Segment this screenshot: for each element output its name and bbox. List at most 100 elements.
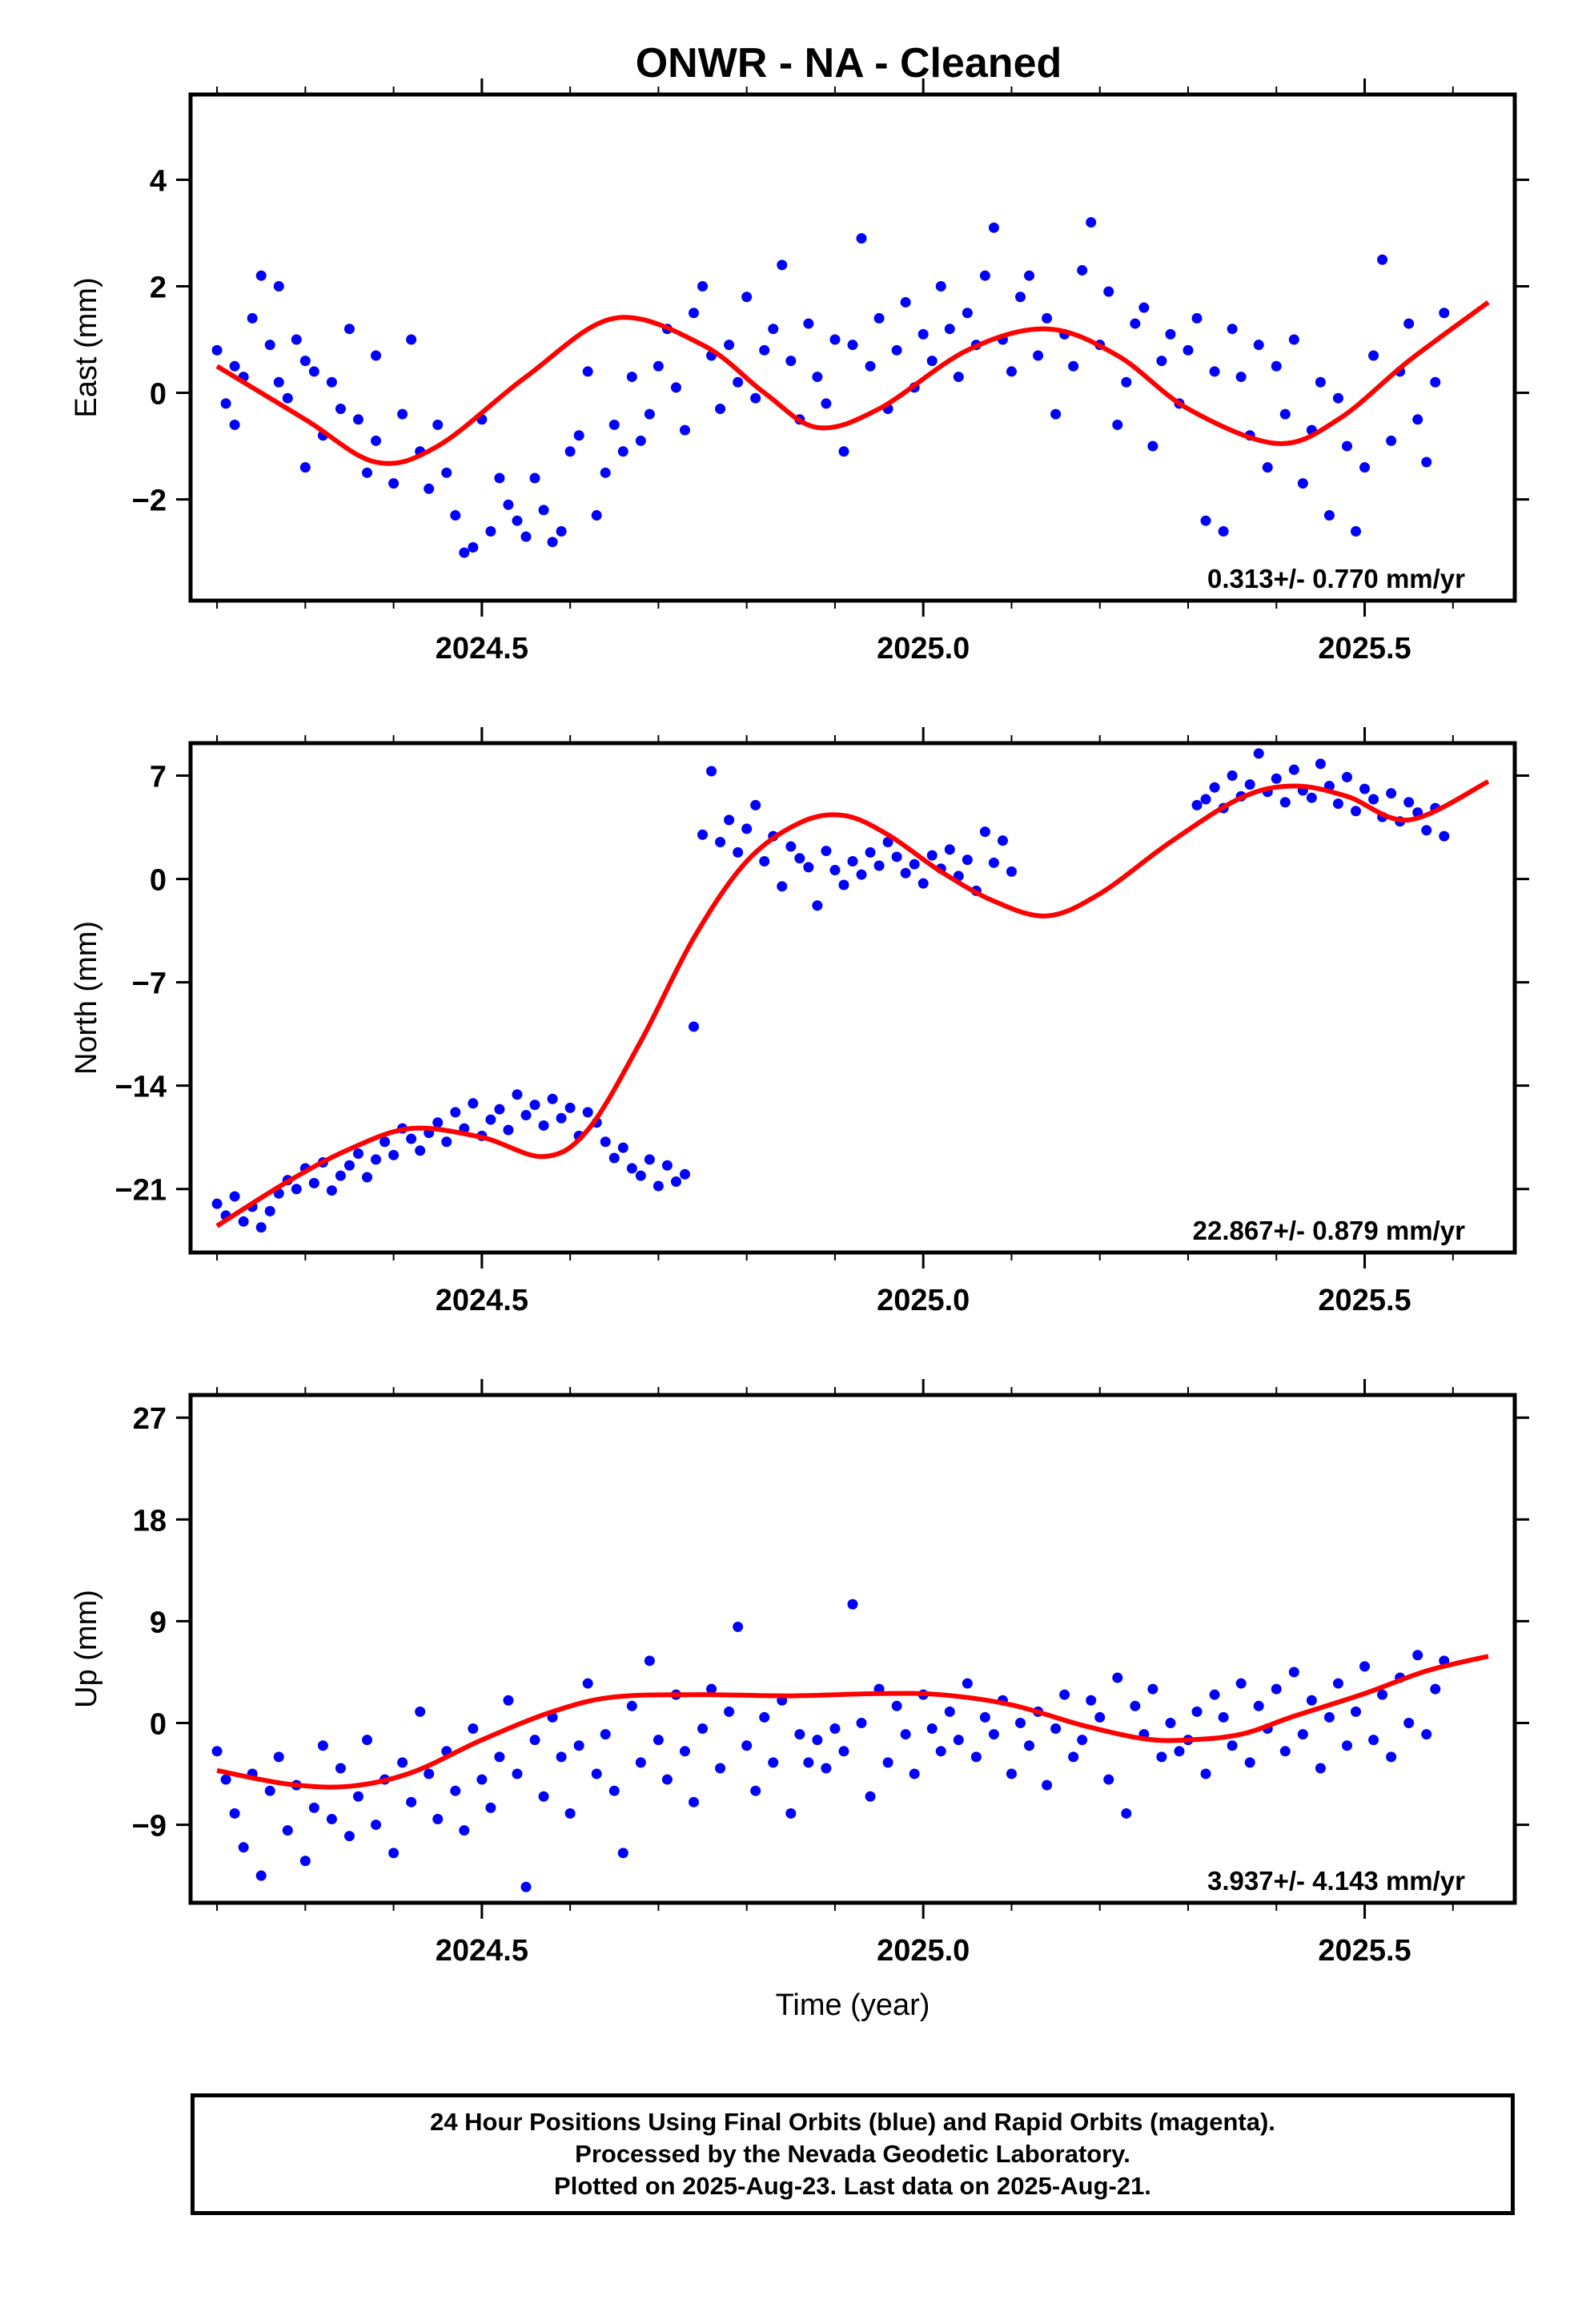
final-orbit-point: [661, 1774, 673, 1785]
final-orbit-point: [564, 1807, 576, 1819]
final-orbit-point: [856, 869, 867, 880]
x-tick-label: 2025.5: [1318, 1934, 1411, 1968]
final-orbit-point: [1359, 1661, 1371, 1672]
final-orbit-point: [1421, 456, 1432, 468]
final-orbit-point: [917, 878, 929, 889]
final-orbit-point: [750, 1785, 761, 1796]
y-tick-label: 9: [150, 1606, 167, 1639]
y-tick-label: 0: [150, 864, 167, 898]
y-tick-label: 18: [133, 1504, 167, 1538]
final-orbit-point: [697, 280, 709, 292]
final-orbit-point: [291, 334, 302, 345]
y-tick-label: −2: [132, 485, 167, 518]
final-orbit-point: [485, 526, 496, 537]
final-orbit-point: [926, 356, 938, 367]
final-orbit-point: [1218, 1711, 1229, 1723]
plot-frame: [188, 92, 1517, 603]
final-orbit-point: [273, 376, 284, 388]
final-orbit-point: [264, 340, 275, 351]
final-orbit-point: [556, 1112, 567, 1124]
final-orbit-point: [652, 1180, 664, 1192]
final-orbit-point: [1191, 312, 1203, 324]
final-orbit-point: [803, 862, 814, 873]
final-orbit-point: [706, 1683, 717, 1695]
panel-east: 2024.5 2025.0 2025.5 −2 0 2 4 East (mm) 0.313+/-…: [70, 78, 1529, 665]
final-orbit-point: [538, 1791, 549, 1802]
final-orbit-point: [264, 1205, 275, 1216]
final-orbit-point: [777, 881, 788, 892]
final-orbit-point: [900, 1729, 911, 1740]
final-orbit-point: [1323, 1711, 1335, 1723]
final-orbit-point: [591, 510, 602, 521]
final-orbit-point: [873, 860, 885, 871]
final-orbit-point: [829, 865, 841, 876]
final-orbit-point: [1253, 748, 1264, 759]
final-orbit-point: [909, 1768, 920, 1779]
final-orbit-point: [512, 1768, 523, 1779]
final-orbit-point: [1059, 1689, 1070, 1700]
final-orbit-point: [1271, 773, 1282, 784]
final-orbit-point: [406, 1796, 417, 1807]
final-orbit-point: [917, 328, 929, 340]
final-orbit-point: [1315, 1763, 1326, 1774]
final-orbit-point: [812, 1735, 823, 1746]
final-orbit-point: [432, 1117, 444, 1128]
final-orbit-point: [794, 1729, 805, 1740]
final-orbit-point: [1165, 1717, 1176, 1728]
final-orbit-point: [406, 1133, 417, 1144]
final-orbit-point: [953, 372, 964, 383]
final-orbit-point: [468, 1098, 479, 1109]
final-orbit-point: [759, 855, 770, 866]
final-orbit-point: [308, 1802, 319, 1813]
final-orbit-point: [812, 372, 823, 383]
final-orbit-point: [406, 334, 417, 345]
x-tick-label: 2025.0: [877, 1934, 970, 1968]
final-orbit-point: [1130, 1700, 1141, 1711]
final-orbit-point: [1412, 414, 1423, 425]
final-orbit-point: [777, 259, 788, 271]
final-orbit-point: [626, 1700, 637, 1711]
final-orbit-point: [582, 366, 593, 377]
final-orbit-point: [856, 1717, 867, 1728]
final-orbit-point: [847, 1598, 858, 1610]
chart-title: ONWR - NA - Cleaned: [636, 40, 1062, 86]
final-orbit-point: [679, 1168, 690, 1180]
final-orbit-point: [803, 318, 814, 329]
final-orbit-point: [741, 292, 753, 303]
final-orbit-point: [1244, 1757, 1255, 1768]
final-orbit-point: [1288, 1667, 1299, 1678]
final-orbit-point: [520, 1881, 532, 1892]
final-orbit-point: [282, 392, 293, 404]
final-orbit-point: [1297, 478, 1308, 489]
panel-north: 2024.5 2025.0 2025.5 −21 −14 −7 0 7 North (mm) 22…: [70, 727, 1529, 1317]
final-orbit-point: [1015, 1717, 1026, 1728]
velocity-label: 0.313+/- 0.770 mm/yr: [1207, 564, 1465, 593]
final-orbit-point: [353, 1791, 364, 1802]
final-orbit-point: [1042, 1779, 1053, 1791]
final-orbit-point: [362, 1735, 373, 1746]
y-tick-label: 0: [150, 378, 167, 412]
final-orbit-point: [697, 1723, 709, 1735]
final-orbit-point: [988, 857, 999, 868]
final-orbit-point: [582, 1678, 593, 1689]
final-orbit-point: [670, 382, 681, 393]
final-orbit-point: [211, 1198, 223, 1209]
final-orbit-point: [450, 1785, 461, 1796]
final-orbit-point: [371, 350, 382, 361]
final-orbit-point: [1024, 1740, 1035, 1751]
final-orbit-point: [308, 366, 319, 377]
final-orbit-point: [362, 1172, 373, 1183]
final-orbit-point: [1430, 376, 1441, 388]
final-orbit-point: [706, 766, 717, 777]
final-orbit-point: [1235, 1678, 1247, 1689]
final-orbit-point: [343, 1160, 355, 1171]
final-orbit-point: [335, 1170, 346, 1181]
final-orbit-point: [229, 360, 240, 372]
final-orbit-point: [1121, 376, 1132, 388]
final-orbit-point: [1235, 372, 1247, 383]
final-orbit-point: [512, 515, 523, 526]
final-orbit-point: [724, 1706, 735, 1717]
final-orbit-point: [371, 435, 382, 446]
final-orbit-point: [1421, 1729, 1432, 1740]
